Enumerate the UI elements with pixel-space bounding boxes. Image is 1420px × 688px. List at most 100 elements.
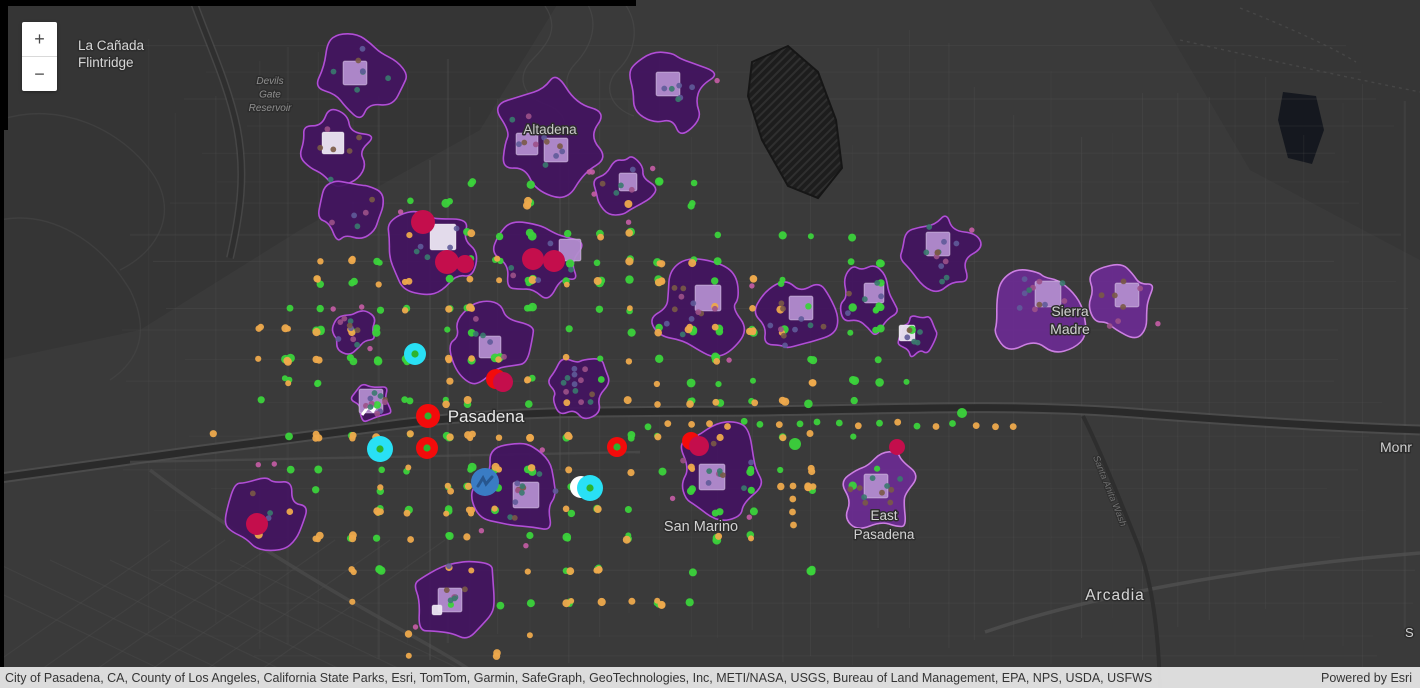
point-dot[interactable] bbox=[679, 331, 686, 338]
point-dot[interactable] bbox=[403, 509, 411, 517]
point-dot[interactable] bbox=[286, 304, 294, 312]
point-dot[interactable] bbox=[845, 310, 851, 316]
point-dot[interactable] bbox=[675, 96, 682, 103]
point-dot[interactable] bbox=[445, 274, 454, 283]
point-dot[interactable] bbox=[249, 490, 256, 497]
cluster-marker-crimson[interactable] bbox=[435, 250, 459, 274]
point-dot[interactable] bbox=[923, 249, 930, 256]
point-dot[interactable] bbox=[542, 162, 549, 168]
point-dot[interactable] bbox=[848, 303, 857, 312]
point-dot[interactable] bbox=[406, 430, 414, 438]
point-dot[interactable] bbox=[778, 396, 787, 405]
point-dot[interactable] bbox=[628, 186, 635, 193]
point-dot[interactable] bbox=[715, 532, 723, 540]
point-dot[interactable] bbox=[589, 169, 595, 175]
cluster-marker-crimson[interactable] bbox=[543, 250, 565, 272]
point-dot[interactable] bbox=[314, 276, 321, 283]
point-dot[interactable] bbox=[562, 353, 570, 361]
point-dot[interactable] bbox=[397, 209, 404, 215]
point-dot[interactable] bbox=[401, 307, 409, 314]
point-dot[interactable] bbox=[404, 630, 413, 638]
point-dot[interactable] bbox=[879, 489, 885, 496]
point-dot[interactable] bbox=[777, 466, 784, 474]
point-dot[interactable] bbox=[808, 565, 816, 574]
point-dot[interactable] bbox=[690, 179, 698, 187]
point-dot[interactable] bbox=[285, 325, 291, 332]
point-dot[interactable] bbox=[405, 464, 412, 471]
point-dot[interactable] bbox=[1098, 292, 1105, 299]
point-dot[interactable] bbox=[1115, 318, 1121, 324]
point-dot[interactable] bbox=[591, 191, 597, 197]
point-dot[interactable] bbox=[943, 274, 950, 281]
point-dot[interactable] bbox=[875, 259, 885, 268]
point-dot[interactable] bbox=[314, 379, 322, 387]
point-dot[interactable] bbox=[565, 259, 575, 268]
point-dot[interactable] bbox=[495, 356, 502, 363]
point-dot[interactable] bbox=[613, 190, 620, 196]
point-dot[interactable] bbox=[526, 180, 535, 189]
point-dot[interactable] bbox=[443, 510, 450, 517]
point-dot[interactable] bbox=[689, 84, 695, 91]
point-dot[interactable] bbox=[751, 399, 759, 407]
point-dot[interactable] bbox=[512, 499, 519, 505]
point-dot[interactable] bbox=[767, 322, 774, 329]
point-dot[interactable] bbox=[804, 482, 812, 491]
point-dot[interactable] bbox=[571, 365, 578, 372]
point-dot[interactable] bbox=[524, 376, 532, 384]
point-dot[interactable] bbox=[932, 423, 940, 430]
point-dot[interactable] bbox=[468, 567, 475, 574]
point-dot[interactable] bbox=[1155, 321, 1161, 327]
point-dot[interactable] bbox=[516, 141, 522, 148]
point-dot[interactable] bbox=[654, 328, 662, 337]
point-dot[interactable] bbox=[514, 480, 521, 487]
point-dot[interactable] bbox=[507, 514, 514, 520]
point-dot[interactable] bbox=[466, 275, 474, 283]
point-dot[interactable] bbox=[671, 306, 678, 313]
point-dot[interactable] bbox=[453, 225, 460, 232]
point-dot[interactable] bbox=[447, 597, 454, 604]
point-dot[interactable] bbox=[716, 433, 724, 442]
point-dot[interactable] bbox=[286, 465, 295, 474]
point-dot[interactable] bbox=[527, 464, 536, 472]
point-dot[interactable] bbox=[446, 377, 454, 385]
point-dot[interactable] bbox=[255, 355, 262, 362]
point-dot[interactable] bbox=[798, 316, 805, 322]
point-dot[interactable] bbox=[286, 508, 294, 515]
point-dot[interactable] bbox=[446, 563, 452, 569]
zone-polygon[interactable] bbox=[317, 180, 385, 241]
point-dot[interactable] bbox=[377, 484, 384, 491]
point-dot[interactable] bbox=[678, 293, 685, 300]
point-dot[interactable] bbox=[495, 434, 503, 441]
point-dot[interactable] bbox=[377, 566, 386, 575]
point-dot[interactable] bbox=[597, 355, 604, 362]
point-dot[interactable] bbox=[657, 600, 666, 609]
point-dot[interactable] bbox=[578, 377, 584, 384]
point-dot[interactable] bbox=[446, 433, 454, 441]
point-dot[interactable] bbox=[934, 249, 941, 256]
point-dot[interactable] bbox=[375, 281, 382, 288]
point-dot[interactable] bbox=[406, 232, 413, 239]
point-dot[interactable] bbox=[564, 535, 571, 542]
point-dot[interactable] bbox=[519, 489, 525, 496]
point-dot[interactable] bbox=[564, 375, 571, 381]
point-dot[interactable] bbox=[547, 240, 554, 247]
point-dot[interactable] bbox=[663, 320, 670, 327]
point-dot[interactable] bbox=[1120, 278, 1127, 285]
point-dot[interactable] bbox=[346, 148, 353, 154]
point-dot[interactable] bbox=[526, 304, 534, 312]
point-dot[interactable] bbox=[447, 601, 454, 608]
point-dot[interactable] bbox=[676, 82, 683, 89]
point-dot[interactable] bbox=[854, 422, 862, 430]
point-dot[interactable] bbox=[782, 342, 788, 349]
point-dot[interactable] bbox=[377, 393, 384, 399]
zone-square-marker[interactable] bbox=[321, 131, 345, 155]
point-dot[interactable] bbox=[564, 229, 572, 238]
point-dot[interactable] bbox=[526, 632, 533, 639]
point-dot[interactable] bbox=[348, 256, 356, 265]
point-dot[interactable] bbox=[359, 68, 366, 75]
point-dot[interactable] bbox=[938, 263, 945, 269]
zoom-in-button[interactable]: + bbox=[34, 28, 45, 49]
point-dot[interactable] bbox=[447, 244, 453, 251]
point-dot[interactable] bbox=[746, 327, 754, 336]
